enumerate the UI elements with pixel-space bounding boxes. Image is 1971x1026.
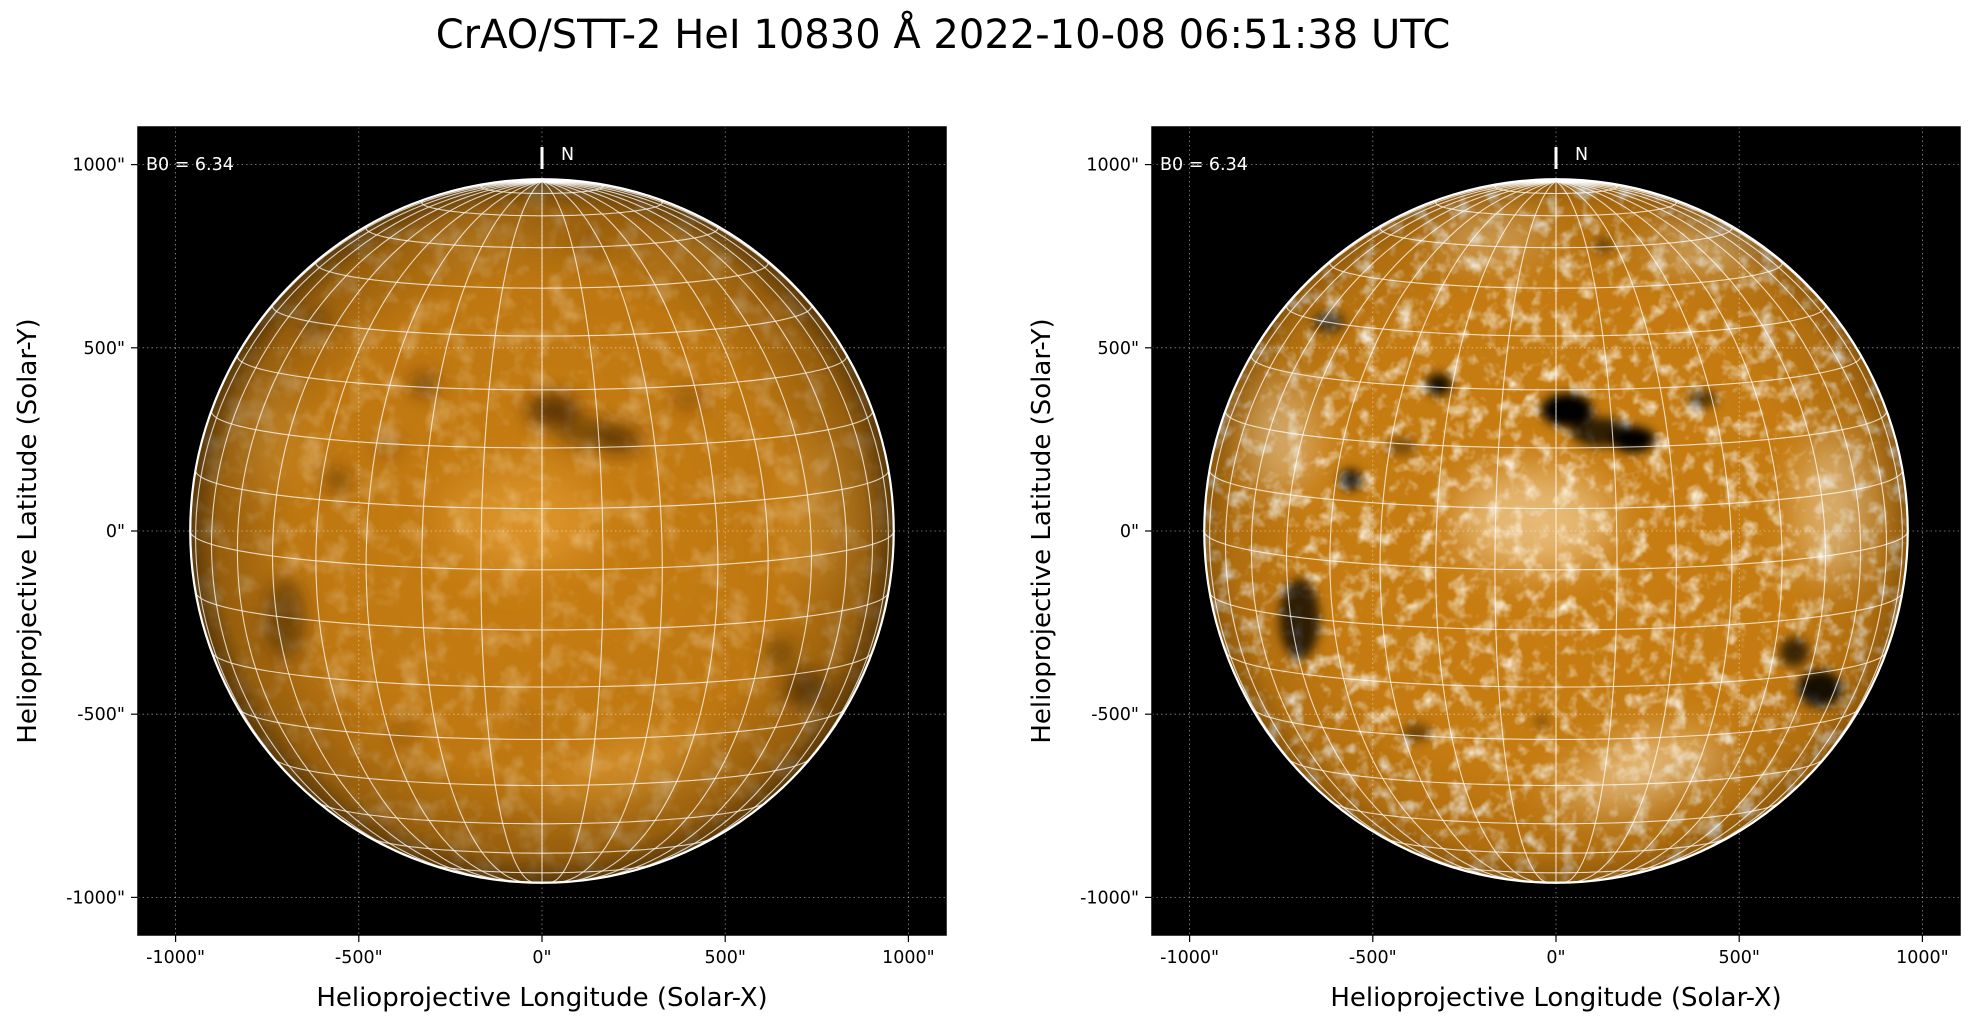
heliographic-grid-line — [315, 180, 543, 881]
y-tick-label: -500" — [1091, 705, 1139, 725]
heliographic-grid-line — [1379, 180, 1557, 883]
x-tick-label: -1000" — [146, 948, 205, 968]
heliographic-grid-line — [1555, 180, 1618, 884]
x-axis-label: Helioprojective Longitude (Solar-X) — [1330, 983, 1781, 1013]
y-tick-label: -1000" — [66, 888, 125, 908]
heliographic-grid-line — [1555, 180, 1903, 826]
heliographic-grid-line — [1250, 180, 1557, 876]
y-tick-label: -500" — [77, 705, 125, 725]
x-tick-label: 0" — [532, 948, 551, 968]
heliographic-grid-line — [1435, 180, 1557, 883]
heliographic-grid-line — [210, 180, 543, 869]
heliographic-grid-line — [541, 180, 604, 884]
y-tick-label: 0" — [106, 522, 125, 542]
heliographic-grid-line — [541, 180, 874, 869]
b0-label: B0 = 6.34 — [146, 155, 234, 175]
x-tick-label: 1000" — [882, 948, 935, 968]
y-tick-label: -1000" — [1080, 888, 1139, 908]
b0-label: B0 = 6.34 — [1160, 155, 1248, 175]
x-ticks: -1000" -500" 0" 500" 1000" — [146, 935, 935, 968]
x-tick-label: 500" — [1718, 948, 1759, 968]
x-ticks: -1000" -500" 0" 500" 1000" — [1160, 935, 1949, 968]
heliographic-grid-line — [1555, 180, 1862, 876]
heliographic-grid-line — [1224, 180, 1557, 869]
x-tick-label: -500" — [335, 948, 383, 968]
solar-panel-right: -1000" -500" 0" 500" 1000" 1000"500"0"-500"-… — [1027, 126, 1961, 1013]
x-tick-label: -500" — [1349, 948, 1397, 968]
heliographic-grid-line — [1285, 180, 1557, 881]
heliographic-grid-line — [1555, 180, 1733, 883]
solar-limb — [189, 178, 895, 884]
heliographic-grid — [1203, 178, 1909, 884]
heliographic-grid-line — [1555, 180, 1888, 869]
y-ticks: 1000" 500" 0" -500" -1000" — [66, 156, 138, 908]
x-tick-label: -1000" — [1160, 948, 1219, 968]
heliographic-grid-line — [271, 180, 543, 881]
heliographic-grid-line — [421, 180, 543, 883]
solar-panel-left: -1000" -500" 0" 500" 1000" 1000"500"0"-500"-… — [13, 126, 947, 1013]
heliographic-grid-line — [365, 180, 543, 883]
x-axis-label: Helioprojective Longitude (Solar-X) — [316, 983, 767, 1013]
heliographic-grid-line — [236, 180, 543, 876]
y-axis-label: Helioprojective Latitude (Solar-Y) — [13, 318, 43, 743]
y-tick-label: 500" — [1098, 339, 1139, 359]
north-label: N — [1575, 145, 1588, 165]
y-ticks: 1000" 500" 0" -500" -1000" — [1080, 156, 1152, 908]
heliographic-grid-line — [1555, 180, 1783, 881]
y-tick-label: 500" — [84, 339, 125, 359]
x-tick-label: 0" — [1546, 948, 1565, 968]
heliographic-grid-line — [195, 180, 543, 826]
heliographic-grid-line — [541, 180, 848, 876]
y-tick-label: 1000" — [1086, 156, 1139, 176]
heliographic-grid-line — [1494, 180, 1557, 884]
x-tick-label: 1000" — [1896, 948, 1949, 968]
y-axis-label: Helioprojective Latitude (Solar-Y) — [1027, 318, 1057, 743]
y-tick-label: 0" — [1120, 522, 1139, 542]
heliographic-grid-line — [1209, 180, 1557, 826]
solar-limb — [1203, 178, 1909, 884]
heliographic-grid-line — [1555, 180, 1677, 883]
heliographic-grid-line — [541, 180, 663, 883]
heliographic-grid-line — [1329, 180, 1557, 881]
heliographic-grid-line — [1555, 180, 1827, 881]
heliographic-grid-line — [541, 180, 719, 883]
heliographic-grid-line — [541, 180, 813, 881]
north-label: N — [561, 145, 574, 165]
heliographic-grid-line — [480, 180, 543, 884]
heliographic-grid-line — [541, 180, 769, 881]
heliographic-grid-line — [541, 180, 889, 826]
x-tick-label: 500" — [704, 948, 745, 968]
y-tick-label: 1000" — [72, 156, 125, 176]
figure-title: CrAO/STT-2 HeI 10830 Å 2022-10-08 06:51:… — [435, 12, 1451, 58]
